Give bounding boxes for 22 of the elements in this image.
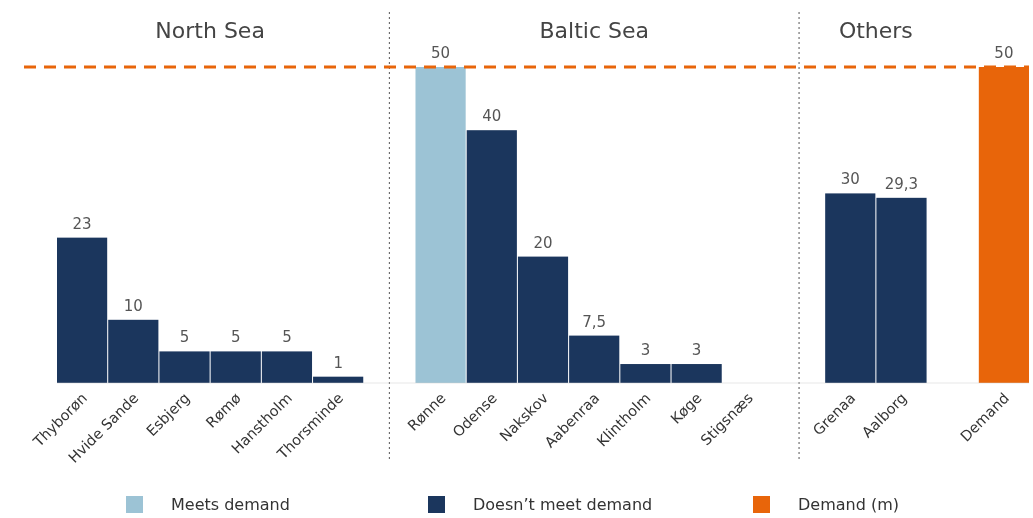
bar bbox=[415, 67, 466, 383]
data-label: 30 bbox=[840, 170, 860, 189]
data-label: 40 bbox=[482, 107, 502, 126]
data-label: 50 bbox=[994, 44, 1014, 62]
data-label: 1 bbox=[333, 353, 343, 372]
data-label: 20 bbox=[533, 233, 553, 252]
data-label: 7,5 bbox=[582, 312, 607, 331]
text: Baltic Sea bbox=[539, 18, 649, 43]
data-label: 3 bbox=[691, 341, 702, 360]
data-label: 50 bbox=[431, 44, 451, 62]
text: Others bbox=[838, 18, 913, 43]
legend-label: Meets demand bbox=[171, 495, 290, 514]
legend-label: Doesn’t meet demand bbox=[473, 495, 653, 514]
data-label: 3 bbox=[640, 341, 651, 360]
legend-label: Demand (m) bbox=[798, 495, 900, 514]
data-label: 5 bbox=[282, 328, 292, 347]
data-label: 23 bbox=[72, 214, 92, 233]
data-label: 29,3 bbox=[884, 174, 919, 193]
data-label: 5 bbox=[179, 328, 190, 347]
data-label: 10 bbox=[123, 296, 143, 315]
data-label: 5 bbox=[230, 328, 241, 347]
text: North Sea bbox=[155, 18, 265, 43]
